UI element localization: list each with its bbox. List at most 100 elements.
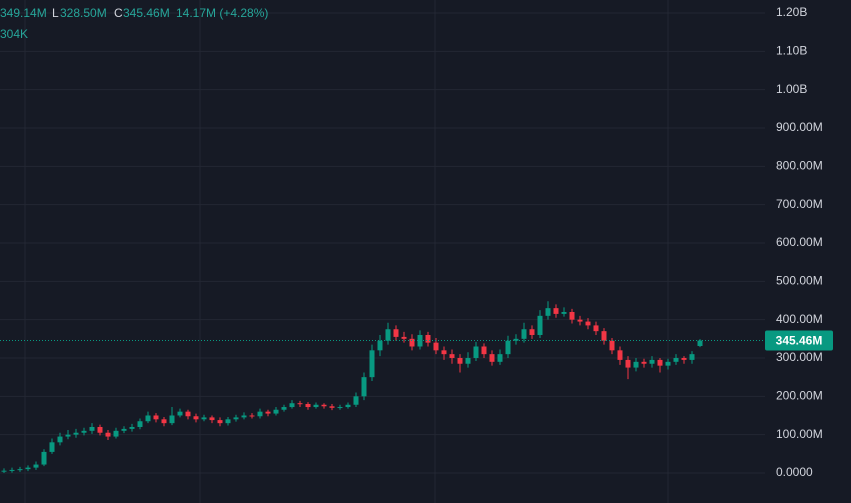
candle-body	[289, 403, 295, 408]
candle-body	[457, 357, 463, 364]
y-tick-label: 500.00M	[776, 273, 823, 287]
candle-body	[257, 411, 263, 417]
candle-body	[225, 419, 231, 424]
candle-body	[361, 377, 367, 397]
candle-body	[401, 336, 407, 339]
candle-body	[105, 432, 111, 437]
y-tick-label: 1.20B	[776, 5, 807, 19]
candle-body	[633, 361, 639, 368]
candle-body	[217, 420, 223, 424]
candle-body	[145, 415, 151, 422]
candle-body	[433, 342, 439, 351]
last-price-label: 345.46M	[776, 334, 823, 348]
low-label: L	[52, 6, 59, 20]
axis-background	[765, 0, 851, 503]
candle-body	[273, 409, 279, 414]
candles	[0, 301, 765, 473]
candle-body	[49, 442, 55, 452]
candle-body	[193, 416, 199, 420]
y-tick-label: 200.00M	[776, 388, 823, 402]
candle-body	[81, 430, 87, 433]
candle-body	[329, 406, 335, 408]
candle-body	[233, 417, 239, 420]
candle-body	[137, 421, 143, 427]
candle-body	[521, 329, 527, 339]
candle-body	[577, 319, 583, 322]
candle-body	[561, 311, 567, 314]
candle-body	[73, 432, 79, 435]
candle-body	[481, 346, 487, 355]
candle-body	[513, 338, 519, 341]
candle-body	[617, 350, 623, 360]
candle-body	[553, 308, 559, 314]
candle-body	[321, 404, 327, 407]
candle-body	[177, 411, 183, 416]
candle-body	[1, 470, 7, 472]
candle-body	[209, 417, 215, 421]
close-value: 345.46M	[123, 6, 170, 20]
candle-body	[297, 403, 303, 405]
candle-body	[545, 308, 551, 316]
candle-body	[665, 361, 671, 366]
candle-body	[465, 357, 471, 364]
grid	[0, 12, 765, 474]
candle-body	[113, 430, 119, 437]
y-tick-label: 800.00M	[776, 158, 823, 172]
candle-body	[625, 359, 631, 368]
candle-body	[649, 359, 655, 364]
candle-body	[201, 417, 207, 420]
candle-body	[529, 329, 535, 335]
candle-body	[41, 451, 47, 465]
candle-body	[449, 354, 455, 358]
candle-body	[393, 329, 399, 337]
candle-body	[161, 419, 167, 424]
candle-body	[249, 415, 255, 417]
candle-body	[129, 426, 135, 429]
candle-body	[345, 404, 351, 408]
price-axis: 0.0000 100.00M 200.00M 300.00M 400.00M 500.00…	[765, 0, 851, 503]
y-tick-label: 600.00M	[776, 235, 823, 249]
candle-body	[425, 334, 431, 343]
candle-body	[385, 329, 391, 341]
candle-body	[33, 464, 39, 468]
candle-body	[305, 403, 311, 408]
candle-body	[265, 411, 271, 414]
candle-body	[97, 426, 103, 433]
candle-body	[121, 428, 127, 431]
last-price-tag	[765, 330, 833, 351]
candle-body	[641, 361, 647, 364]
candle-body	[585, 321, 591, 326]
candle-body	[697, 340, 703, 346]
candle-body	[353, 396, 359, 405]
candle-body	[281, 407, 287, 410]
candle-body	[569, 311, 575, 320]
y-tick-label: 300.00M	[776, 350, 823, 364]
candle-body	[57, 436, 63, 443]
candle-body	[65, 434, 71, 437]
candle-body	[153, 415, 159, 420]
candle-body	[313, 404, 319, 408]
high-value: 349.14M	[0, 6, 47, 20]
candle-body	[169, 415, 175, 424]
candle-body	[593, 325, 599, 332]
vertical-grid	[24, 0, 669, 503]
candle-body	[489, 354, 495, 362]
candle-body	[89, 426, 95, 431]
candle-body	[409, 338, 415, 347]
candle-body	[657, 359, 663, 366]
candle-body	[369, 350, 375, 378]
candle-body	[9, 469, 15, 471]
candle-body	[537, 315, 543, 335]
volume-value: 304K	[0, 27, 28, 41]
candle-body	[337, 407, 343, 409]
y-tick-label: 100.00M	[776, 427, 823, 441]
y-tick-label: 400.00M	[776, 312, 823, 326]
candle-body	[441, 350, 447, 355]
legend: 349.14M L 328.50M C 345.46M 14.17M (+4.2…	[0, 6, 268, 41]
low-value: 328.50M	[60, 6, 107, 20]
y-tick-label: 1.00B	[776, 82, 807, 96]
close-label: C	[114, 6, 123, 20]
